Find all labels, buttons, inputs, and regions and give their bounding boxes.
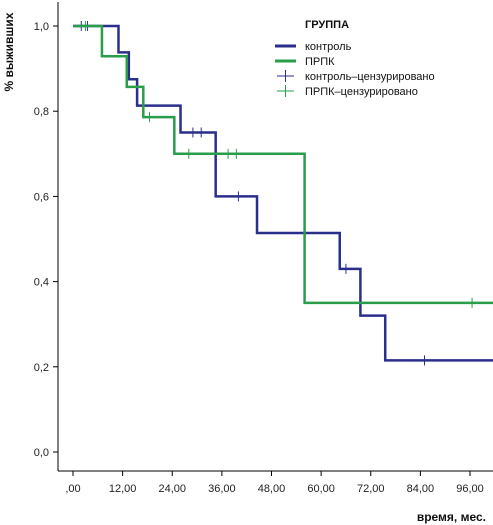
legend-label-prpk: ПРПК bbox=[305, 56, 335, 68]
x-tick-label: 24,00 bbox=[158, 483, 186, 495]
y-tick-label: 0,8 bbox=[34, 106, 49, 118]
x-tick-label: 84,00 bbox=[407, 483, 435, 495]
y-tick-label: 0,0 bbox=[34, 447, 49, 459]
series-control bbox=[73, 21, 493, 366]
legend: ГРУППА контроль ПРПК контроль–цензуриров… bbox=[275, 19, 435, 98]
legend-label-prpk-censored: ПРПК–цензурировано bbox=[305, 86, 418, 98]
y-tick-label: 0,2 bbox=[34, 362, 49, 374]
x-tick-label: ,00 bbox=[65, 483, 80, 495]
y-tick-label: 0,4 bbox=[34, 277, 49, 289]
x-tick-label: 60,00 bbox=[307, 483, 335, 495]
x-tick-label: 12,00 bbox=[109, 483, 137, 495]
legend-censor-icon-control bbox=[277, 70, 294, 82]
legend-label-control-censored: контроль–цензурировано bbox=[305, 71, 435, 83]
y-axis-ticks: 0,0 0,2 0,4 0,6 0,8 1,0 bbox=[34, 21, 58, 459]
x-tick-label: 48,00 bbox=[258, 483, 286, 495]
legend-censor-icon-prpk bbox=[277, 85, 294, 97]
series-prpk bbox=[73, 21, 493, 308]
legend-title: ГРУППА bbox=[305, 19, 349, 31]
x-tick-label: 96,00 bbox=[456, 483, 484, 495]
x-tick-label: 36,00 bbox=[208, 483, 236, 495]
survival-curve-line bbox=[73, 24, 493, 305]
y-axis-title: % выживших bbox=[2, 12, 16, 91]
x-axis-ticks: ,00 12,00 24,00 36,00 48,00 60,00 72,00 84,00 96… bbox=[65, 471, 484, 495]
series-layer bbox=[73, 21, 493, 366]
legend-label-control: контроль bbox=[305, 41, 352, 53]
survival-curve-line bbox=[73, 24, 493, 362]
y-tick-label: 1,0 bbox=[34, 21, 49, 33]
x-axis-title: время, мес. bbox=[417, 510, 486, 524]
y-tick-label: 0,6 bbox=[34, 191, 49, 203]
x-tick-label: 72,00 bbox=[357, 483, 385, 495]
